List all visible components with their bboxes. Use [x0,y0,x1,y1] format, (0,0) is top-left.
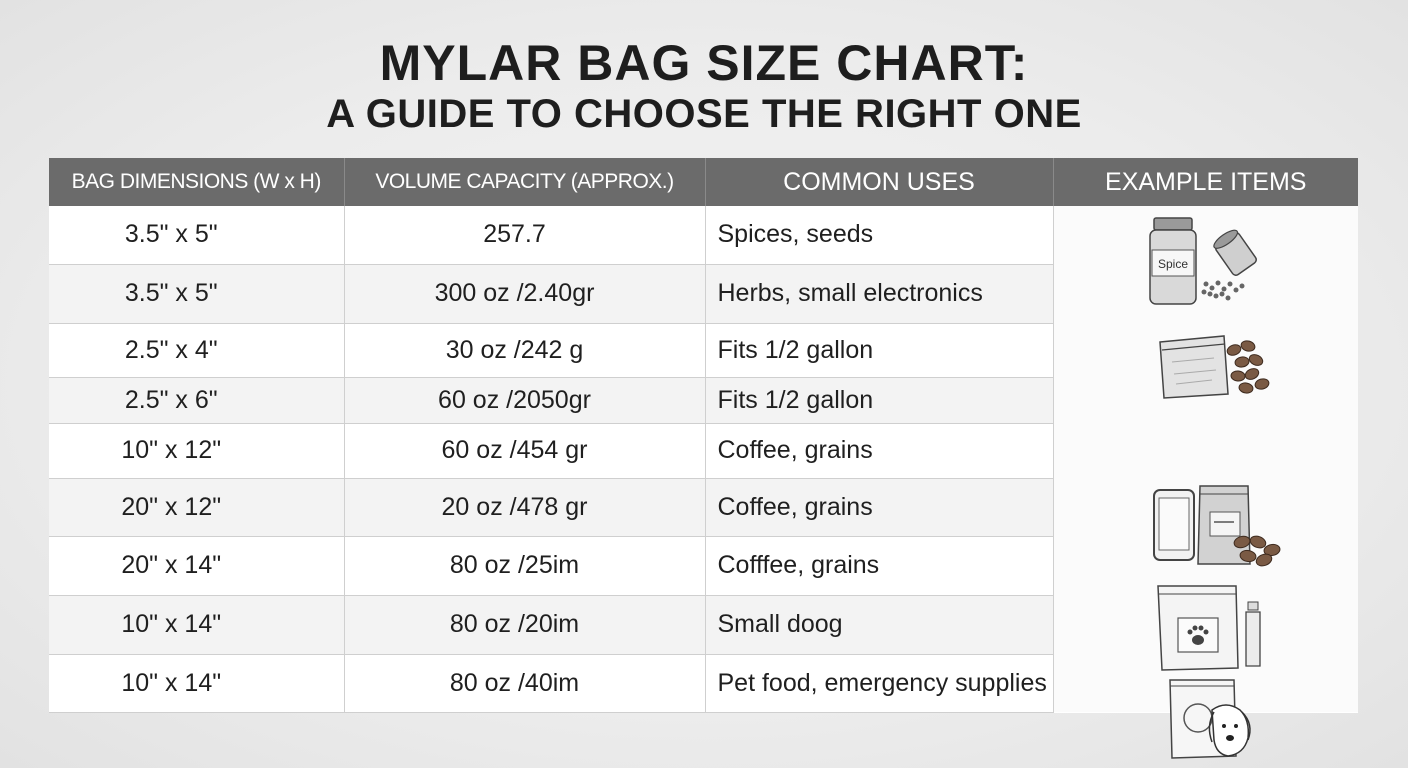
cell-dimensions: 10" x 14" [49,654,345,713]
table-row: 10" x 14" 80 oz /40im Pet food, emergenc… [49,654,1358,713]
table-row: 10" x 12" 60 oz /454 gr Coffee, grains [49,423,1358,479]
table-row: 20" x 12" 20 oz /478 gr Coffee, grains [49,478,1358,537]
size-chart-table: BAG DIMENSIONS (W x H) VOLUME CAPACITY (… [49,158,1358,759]
dog-bag-icon [1168,679,1251,759]
cell-dimensions: 10" x 12" [49,423,345,479]
cell-uses: Fits 1/2 gallon [705,377,1054,424]
cell-volume: 257.7 [344,206,706,265]
cell-volume: 80 oz /20im [344,595,706,655]
table-row: 2.5" x 6" 60 oz /2050gr Fits 1/2 gallon [49,377,1358,424]
cell-volume: 80 oz /25im [344,536,706,596]
cell-dimensions: 20" x 14" [49,536,345,596]
cell-dimensions: 10" x 14" [49,595,345,655]
cell-volume: 300 oz /2.40gr [344,264,706,324]
cell-volume: 60 oz /2050gr [344,377,706,424]
table-row: 3.5" x 5" 257.7 Spices, seeds Spice [49,206,1358,759]
cell-uses: Cofffee, grains [705,536,1054,596]
example-items-illustrations: Spice [1054,206,1358,759]
page-subtitle: A GUIDE TO CHOOSE THE RIGHT ONE [326,92,1082,136]
page-title: MYLAR BAG SIZE CHART: [379,35,1029,91]
cell-uses: Coffee, grains [705,423,1054,479]
cell-uses: Fits 1/2 gallon [705,323,1054,378]
example-items-cell: Spice [1053,206,1358,759]
cell-dimensions: 20" x 12" [49,478,345,537]
table-header: BAG DIMENSIONS (W x H) VOLUME CAPACITY (… [49,158,1358,206]
table-row: 20" x 14" 80 oz /25im Cofffee, grains [49,536,1358,596]
spice-jar-label: Spice [1157,257,1187,271]
cell-uses: Pet food, emergency supplies [705,654,1054,713]
table-row: 3.5" x 5" 300 oz /2.40gr Herbs, small el… [49,264,1358,324]
cell-volume: 60 oz /454 gr [344,423,706,479]
cell-uses: Spices, seeds [705,206,1054,265]
cell-uses: Coffee, grains [705,478,1054,537]
table-row: 10" x 14" 80 oz /20im Small doog [49,595,1358,655]
cell-dimensions: 2.5" x 4" [49,323,345,378]
cell-dimensions: 3.5" x 5" [49,264,345,324]
cell-volume: 30 oz /242 g [344,323,706,378]
phone-and-bag-icon [1152,485,1280,567]
cell-dimensions: 3.5" x 5" [49,206,345,265]
header-volume: VOLUME CAPACITY (APPROX.) [344,158,706,206]
pet-food-bag-icon [1156,585,1261,671]
header-uses: COMMON USES [705,158,1054,206]
cell-volume: 20 oz /478 gr [344,478,706,537]
header-examples: EXAMPLE ITEMS [1053,158,1358,206]
coffee-bag-icon [1158,335,1269,399]
cell-uses: Small doog [705,595,1054,655]
cell-dimensions: 2.5" x 6" [49,377,345,424]
table-row: 2.5" x 4" 30 oz /242 g Fits 1/2 gallon [49,323,1358,378]
cell-volume: 80 oz /40im [344,654,706,713]
header-dimensions: BAG DIMENSIONS (W x H) [49,158,345,206]
spice-jar-icon: Spice [1148,217,1257,305]
cell-uses: Herbs, small electronics [705,264,1054,324]
